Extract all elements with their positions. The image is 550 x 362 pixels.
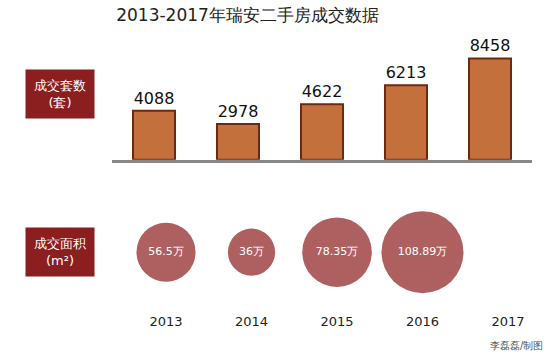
svg-text:2013: 2013	[149, 314, 182, 329]
svg-text:成交面积(m²): 成交面积(m²)	[34, 236, 86, 268]
svg-text:2978: 2978	[218, 102, 259, 121]
svg-text:36万: 36万	[239, 245, 264, 258]
svg-text:4622: 4622	[302, 82, 343, 101]
svg-text:6213: 6213	[386, 63, 427, 82]
svg-text:2017: 2017	[491, 314, 524, 329]
svg-text:78.35万: 78.35万	[316, 245, 359, 258]
svg-text:2014: 2014	[235, 314, 268, 329]
svg-text:56.5万: 56.5万	[148, 245, 184, 258]
svg-text:2016: 2016	[406, 314, 439, 329]
svg-text:李磊磊/制图: 李磊磊/制图	[490, 340, 543, 351]
svg-text:8458: 8458	[470, 36, 511, 55]
svg-text:2013-2017年瑞安二手房成交数据: 2013-2017年瑞安二手房成交数据	[116, 5, 379, 25]
svg-text:4088: 4088	[134, 89, 175, 108]
svg-text:成交套数(套): 成交套数(套)	[34, 78, 86, 110]
svg-text:108.89万: 108.89万	[398, 245, 448, 258]
svg-text:2015: 2015	[320, 314, 353, 329]
